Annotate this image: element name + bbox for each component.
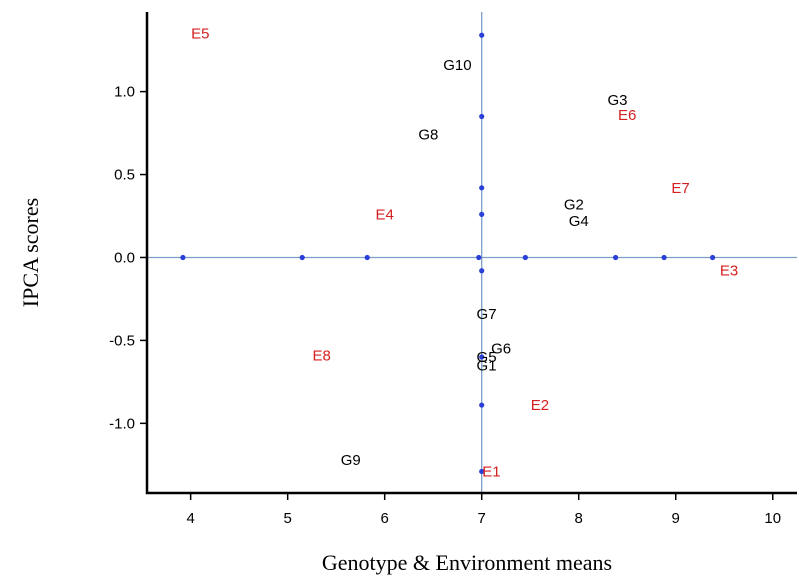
- point-label-g5: G5: [477, 349, 497, 366]
- y-axis-ticks: -1.0 -0.5 0.0 0.5 1.0: [109, 84, 147, 432]
- point-marker: [709, 254, 716, 261]
- y-tick-label: 1.0: [114, 84, 135, 101]
- point-marker: [479, 468, 485, 475]
- point-label-g1: G1: [477, 357, 497, 374]
- x-tick-label: 8: [575, 510, 583, 527]
- y-tick-label: -0.5: [109, 332, 135, 349]
- y-tick-label: 0.5: [114, 167, 135, 184]
- point-label-e6: E6: [618, 107, 636, 124]
- point-label-e4: E4: [376, 206, 394, 223]
- point-label-g10: G10: [443, 57, 471, 74]
- axes-frame: [145, 12, 797, 495]
- x-tick-label: 9: [672, 510, 680, 527]
- point-label-g9: G9: [341, 452, 361, 469]
- point-marker: [479, 354, 485, 360]
- point-label-g4: G4: [569, 213, 589, 230]
- point-marker: [476, 254, 482, 261]
- point-label-g8: G8: [418, 127, 438, 144]
- point-label-e2: E2: [531, 397, 549, 414]
- x-tick-label: 5: [283, 510, 291, 527]
- reference-lines: [147, 12, 797, 493]
- point-marker: [479, 113, 485, 120]
- point-label-e7: E7: [671, 180, 689, 197]
- point-marker: [479, 268, 485, 274]
- point-marker: [479, 211, 485, 217]
- point-label-e5: E5: [191, 26, 209, 43]
- point-label-g3: G3: [608, 92, 628, 109]
- point-label-g6: G6: [491, 341, 511, 358]
- point-label-e8: E8: [312, 347, 330, 364]
- point-marker: [479, 32, 485, 38]
- point-marker: [364, 254, 370, 261]
- point-label-g2: G2: [564, 196, 584, 213]
- point-marker: [299, 254, 305, 261]
- x-tick-label: 7: [478, 510, 486, 527]
- x-axis-title: Genotype & Environment means: [322, 550, 612, 575]
- point-marker: [180, 254, 186, 261]
- x-tick-label: 6: [381, 510, 389, 527]
- point-marker: [612, 254, 619, 261]
- x-tick-label: 10: [764, 510, 781, 527]
- y-axis-title: IPCA scores: [18, 198, 43, 307]
- point-marker: [479, 402, 485, 408]
- point-marker: [522, 254, 528, 261]
- point-label-e3: E3: [720, 263, 738, 280]
- x-tick-label: 4: [186, 510, 194, 527]
- x-axis-ticks: 4 5 6 7 8 9 10: [186, 493, 781, 527]
- point-label-e1: E1: [482, 463, 500, 480]
- point-markers: [180, 32, 716, 475]
- point-marker: [661, 254, 667, 261]
- y-tick-label: 0.0: [114, 249, 135, 266]
- point-marker: [479, 185, 485, 191]
- point-label-g7: G7: [477, 306, 497, 323]
- y-tick-label: -1.0: [109, 415, 135, 432]
